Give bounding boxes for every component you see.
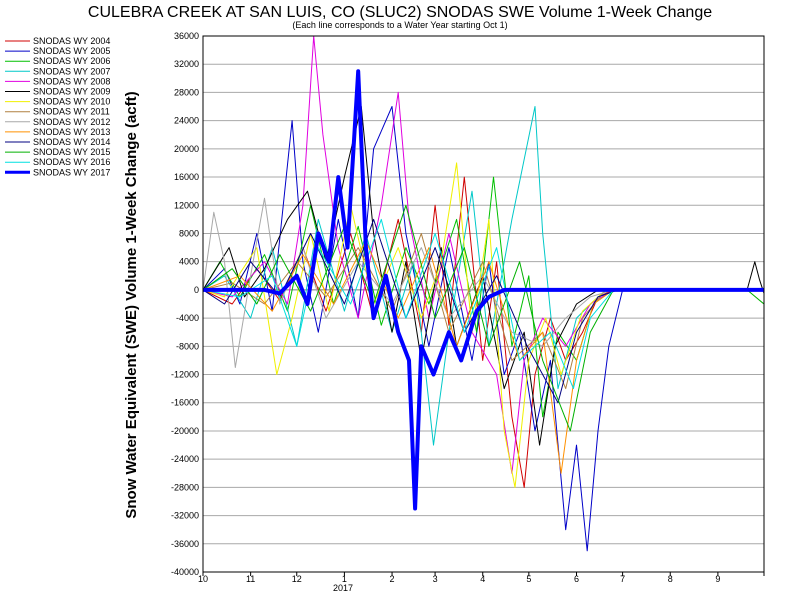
series-line (202, 106, 764, 552)
legend-label: SNODAS WY 2007 (33, 66, 110, 76)
legend-label: SNODAS WY 2013 (33, 127, 110, 137)
y-tick-label: 12000 (174, 200, 199, 210)
legend-label: SNODAS WY 2010 (33, 97, 110, 107)
legend-label: SNODAS WY 2015 (33, 147, 110, 157)
legend-label: SNODAS WY 2005 (33, 46, 110, 56)
x-tick-label: 1 (342, 574, 347, 584)
x-tick-label: 11 (246, 574, 255, 584)
y-tick-label: -8000 (176, 341, 199, 351)
series-line (202, 176, 764, 488)
y-tick-labels: 36000 32000 28000 24000 20000 16000 12000 8000 4… (171, 31, 199, 577)
series-line (202, 106, 764, 446)
y-tick-label: 8000 (179, 228, 199, 238)
series-line (202, 35, 764, 474)
x-year-label: 2017 (333, 583, 353, 593)
x-tick-labels: 10 11 12 1 2 3 4 5 6 7 8 9 (198, 574, 720, 584)
series-line (203, 69, 764, 511)
legend-label: SNODAS WY 2016 (33, 157, 110, 167)
y-tick-label: -40000 (171, 567, 199, 577)
y-tick-label: -4000 (176, 313, 199, 323)
y-tick-label: 4000 (179, 257, 199, 267)
series-lines (202, 35, 765, 552)
legend-label: SNODAS WY 2014 (33, 137, 110, 147)
legend-label: SNODAS WY 2006 (33, 56, 110, 66)
plot-frame (202, 35, 765, 573)
legend-label: SNODAS WY 2011 (33, 107, 110, 117)
legend-label: SNODAS WY 2004 (33, 36, 110, 46)
series-line (202, 197, 764, 368)
x-tick-label: 8 (668, 574, 673, 584)
legend-label: SNODAS WY 2008 (33, 76, 110, 86)
y-tick-label: -16000 (171, 398, 199, 408)
y-tick-label: -24000 (171, 454, 199, 464)
y-tick-label: 24000 (174, 116, 199, 126)
y-tick-label: 36000 (174, 31, 199, 41)
y-tick-label: 0 (194, 285, 199, 295)
legend-label: SNODAS WY 2012 (33, 117, 110, 127)
y-axis-label: Snow Water Equivalent (SWE) Volume 1-Wee… (123, 91, 140, 518)
legend-label: SNODAS WY 2017 (33, 167, 110, 177)
x-tick-label: 3 (433, 574, 438, 584)
x-tick-label: 12 (292, 574, 302, 584)
chart-title: CULEBRA CREEK AT SAN LUIS, CO (SLUC2) SN… (88, 4, 712, 21)
y-tick-label: -36000 (171, 539, 199, 549)
x-tick-label: 4 (480, 574, 485, 584)
x-tick-label: 2 (390, 574, 395, 584)
y-tick-label: 16000 (174, 172, 199, 182)
x-tick-label: 6 (574, 574, 579, 584)
y-tick-label: -28000 (171, 482, 199, 492)
y-tick-label: 32000 (174, 59, 199, 69)
x-tick-label: 10 (198, 574, 208, 584)
series-line (202, 218, 764, 390)
x-tick-label: 7 (620, 574, 625, 584)
x-tick-label: 9 (715, 574, 720, 584)
series-line (202, 218, 764, 404)
x-tick-label: 5 (526, 574, 531, 584)
y-tick-label: 20000 (174, 144, 199, 154)
y-tick-label: -12000 (171, 370, 199, 380)
chart-subtitle: (Each line corresponds to a Water Year s… (292, 20, 507, 30)
y-tick-label: -20000 (171, 426, 199, 436)
y-tick-label: -32000 (171, 511, 199, 521)
y-tick-label: 28000 (174, 87, 199, 97)
legend-label: SNODAS WY 2009 (33, 87, 110, 97)
